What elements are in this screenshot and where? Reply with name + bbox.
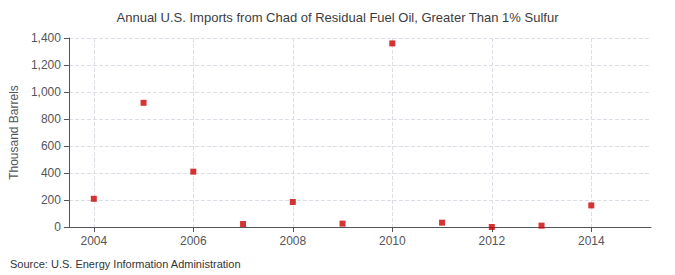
svg-text:2006: 2006 (180, 234, 207, 248)
svg-text:Source: U.S. Energy Informatio: Source: U.S. Energy Information Administ… (10, 258, 241, 270)
svg-text:1,200: 1,200 (31, 58, 61, 72)
svg-text:Annual U.S. Imports from Chad: Annual U.S. Imports from Chad of Residua… (117, 10, 560, 25)
svg-text:1,400: 1,400 (31, 31, 61, 45)
svg-text:Thousand Barrels: Thousand Barrels (7, 85, 21, 180)
svg-text:1,000: 1,000 (31, 85, 61, 99)
svg-text:200: 200 (41, 193, 61, 207)
svg-text:2014: 2014 (578, 234, 605, 248)
svg-text:800: 800 (41, 112, 61, 126)
svg-text:2010: 2010 (379, 234, 406, 248)
svg-text:600: 600 (41, 139, 61, 153)
svg-text:0: 0 (54, 220, 61, 234)
svg-text:2012: 2012 (478, 234, 505, 248)
svg-text:2004: 2004 (80, 234, 107, 248)
svg-text:400: 400 (41, 166, 61, 180)
svg-text:2008: 2008 (279, 234, 306, 248)
